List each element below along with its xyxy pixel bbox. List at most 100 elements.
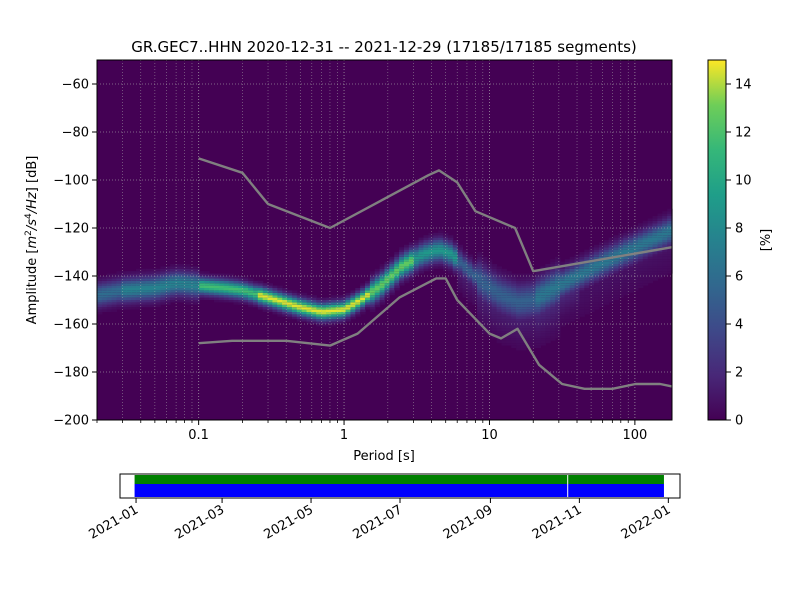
heatmap-cell [321,321,327,324]
heatmap-cell [394,285,400,288]
heatmap-cell [491,283,498,286]
heatmap-cell [97,309,103,312]
heatmap-cell [106,280,113,284]
heatmap-cell [652,271,658,274]
heatmap-cell [413,244,420,248]
plot-frame [96,59,673,421]
heatmap-cell [633,228,639,231]
heatmap-cell [355,302,361,305]
heatmap-cell [155,276,161,279]
heatmap-cell [467,288,473,291]
heatmap-cell [418,256,425,260]
heatmap-cell [637,271,644,274]
heatmap-cell [662,240,668,243]
heatmap-cell [233,300,239,303]
heatmap-cell [189,292,196,296]
heatmap-cell [199,290,205,293]
heatmap-cell [428,240,434,243]
heatmap-cell [106,302,113,305]
heatmap-cell [535,307,542,310]
heatmap-cell [598,288,605,291]
heatmap-cell [559,266,566,269]
heatmap-cell [642,273,649,276]
heatmap-cell [160,302,166,305]
heatmap-cell [623,266,629,269]
heatmap-cell [355,312,361,315]
heatmap-cell [467,254,473,257]
heatmap-cell [613,278,619,281]
heatmap-cell [525,297,532,300]
heatmap-cell [550,331,556,334]
heatmap-cell [662,225,668,228]
heatmap-cell [194,273,200,276]
heatmap-cell [145,283,152,286]
heatmap-cell [243,302,249,305]
heatmap-cell [647,247,654,250]
heatmap-cell [633,266,639,269]
heatmap-cell [506,338,512,341]
heatmap-cell [535,343,542,346]
heatmap-cell [481,280,488,284]
heatmap-cell [662,273,668,276]
heatmap-cell [647,242,654,245]
heatmap-cell [603,273,610,276]
heatmap-cell [116,280,122,284]
heatmap-cell [403,252,410,255]
heatmap-cell [481,283,488,286]
heatmap-cell [291,304,298,308]
heatmap-cell [550,283,556,286]
heatmap-cell [657,223,663,226]
heatmap-cell [657,264,663,267]
heatmap-cell [506,271,512,274]
heatmap-cell [106,276,113,279]
heatmap-cell [350,300,356,303]
heatmap-cell [228,276,235,279]
heatmap-cell [135,288,142,291]
y-tick-label: −100 [53,174,89,189]
heatmap-cell [579,302,585,305]
heatmap-cell [637,247,644,250]
heatmap-cell [623,247,629,250]
heatmap-cell [403,261,410,264]
heatmap-cell [603,297,610,300]
heatmap-cell [306,321,312,324]
heatmap-cell [282,295,288,298]
heatmap-cell [525,290,532,293]
heatmap-cell [618,268,624,272]
heatmap-cell [135,304,142,308]
heatmap-cell [613,283,619,286]
heatmap-cell [345,307,351,310]
heatmap-cell [574,273,581,276]
heatmap-cell [559,316,566,320]
heatmap-cell [647,280,654,284]
heatmap-cell [365,292,371,296]
heatmap-cell [667,252,673,255]
heatmap-cell [491,288,498,291]
heatmap-cell [350,292,356,296]
heatmap-cell [321,300,327,303]
heatmap-cell [642,220,649,224]
heatmap-cell [477,252,483,255]
heatmap-cell [165,283,171,286]
heatmap-cell [213,273,220,276]
heatmap-cell [564,259,571,262]
heatmap-cell [633,225,639,228]
heatmap-cell [462,266,468,269]
heatmap-cell [623,232,629,236]
heatmap-cell [486,264,493,267]
heatmap-cell [623,292,629,296]
heatmap-cell [457,290,464,293]
heatmap-cell [384,292,390,296]
heatmap-cell [121,292,127,296]
heatmap-cell [452,264,459,267]
heatmap-cell [116,276,122,279]
heatmap-cell [121,280,127,284]
heatmap-cell [199,283,205,286]
heatmap-cell [608,283,615,286]
heatmap-cell [131,307,137,310]
heatmap-cell [516,312,522,315]
heatmap-cell [535,273,542,276]
heatmap-cell [189,285,196,288]
heatmap-cell [228,295,235,298]
heatmap-cell [145,304,152,308]
